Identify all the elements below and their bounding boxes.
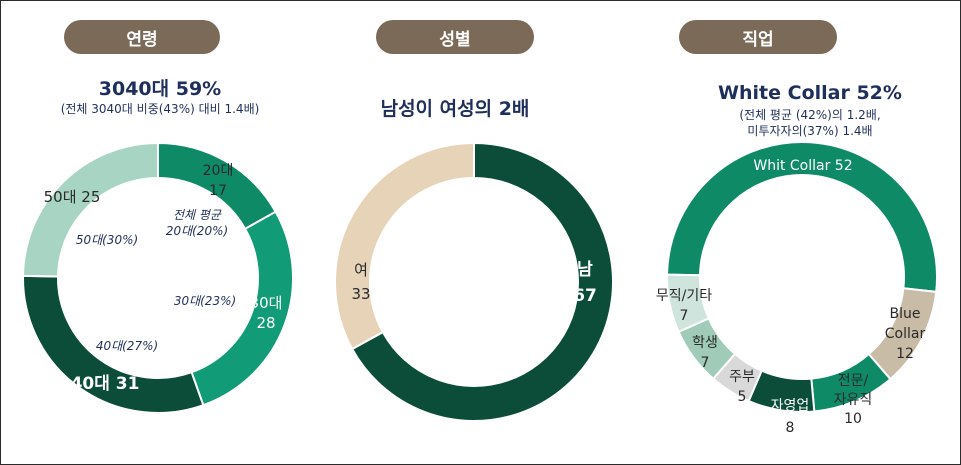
job-value-self-employed: 8 [786,420,795,436]
gender-pill: 성별 [376,20,534,54]
age-avg-30s: 30대(23%) [174,294,236,308]
gender-label-female: 여 33 [351,261,370,303]
job-subline-1: (전체 평균 (42%)의 1.2배, [739,108,881,122]
age-label-30s: 30대 28 [250,294,283,332]
age-avg-20s: 전체 평균 20대(20%) [166,208,228,238]
job-label-white-collar: Whit Collar 52 [753,158,852,174]
job-label-student: 학생 7 [692,335,718,371]
gender-headline: 남성이 여성의 2배 [380,98,530,120]
job-slice-0 [666,141,938,294]
age-slice-3 [22,141,159,278]
age-subline: (전체 3040대 비중(43%) 대비 1.4배) [60,102,260,116]
job-pill: 직업 [679,20,837,54]
age-headline: 3040대 59% [98,78,222,100]
age-avg-40s: 40대(27%) [96,339,158,353]
age-label-50s: 50대 25 [44,188,101,206]
job-label-professional: 전문/자유직 10 [834,373,873,427]
job-slice-6 [666,273,711,334]
job-label-self-employed: 자영업 [771,398,810,414]
gender-slice-1 [334,141,475,351]
age-label-20s: 20대 17 [203,163,234,199]
job-label-other: 무직/기타 7 [656,288,712,324]
age-avg-50s: 50대(30%) [76,233,138,247]
job-label-housewife: 주부 5 [729,369,755,405]
gender-label-male: 남 67 [573,260,597,306]
job-subline-2: 미투자자의(37%) 1.4배 [747,124,873,138]
age-pill: 연령 [64,20,220,54]
age-label-40s: 40대 31 [71,374,140,394]
job-label-blue-collar: Blue Collar 12 [885,306,926,362]
gender-slice-0 [350,141,614,422]
job-headline: White Collar 52% [718,82,902,104]
